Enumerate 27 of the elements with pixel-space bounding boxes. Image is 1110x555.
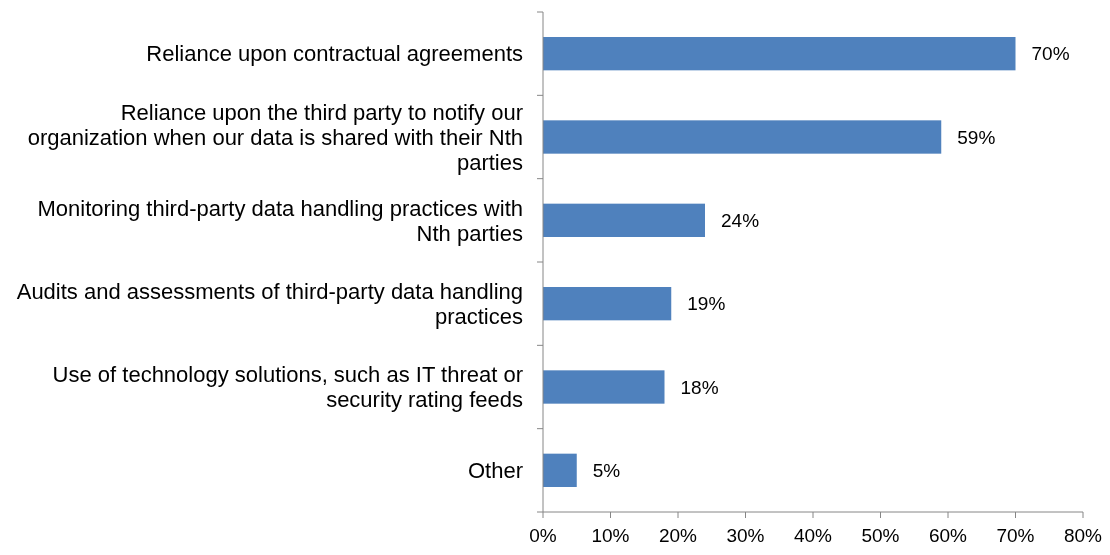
bar: [543, 203, 705, 237]
y-tick-label: Reliance upon the third party to notify our organization when our data is shared with their Nth parties: [27, 99, 523, 175]
data-label: 24%: [721, 209, 760, 231]
y-tick-label: Audits and assessments of third-party data handling practices: [16, 278, 523, 329]
bar: [543, 370, 665, 404]
x-tick-label: 70%: [996, 525, 1035, 546]
data-label: 59%: [957, 126, 996, 148]
y-tick-label: Use of technology solutions, such as IT threat or security rating feeds: [52, 362, 523, 413]
y-tick-label: Other: [467, 458, 523, 484]
y-tick-label: Monitoring third-party data handling practices with Nth parties: [37, 195, 523, 246]
bar: [543, 120, 942, 154]
data-label: 70%: [1031, 43, 1070, 65]
x-tick-label: 60%: [928, 525, 968, 546]
x-tick-label: 0%: [529, 525, 557, 546]
x-tick-label: 80%: [1063, 525, 1103, 546]
y-tick-label: Reliance upon contractual agreements: [146, 41, 523, 67]
data-label: 19%: [687, 293, 726, 315]
data-label: 5%: [592, 459, 621, 481]
bar: [543, 453, 577, 487]
x-tick-label: 40%: [793, 525, 833, 546]
x-tick-label: 50%: [861, 525, 900, 546]
data-label: 18%: [680, 376, 719, 398]
bar: [543, 37, 1016, 71]
x-tick-label: 10%: [591, 525, 630, 546]
bar: [543, 287, 672, 321]
x-tick-label: 30%: [726, 525, 765, 546]
x-tick-label: 20%: [658, 525, 698, 546]
